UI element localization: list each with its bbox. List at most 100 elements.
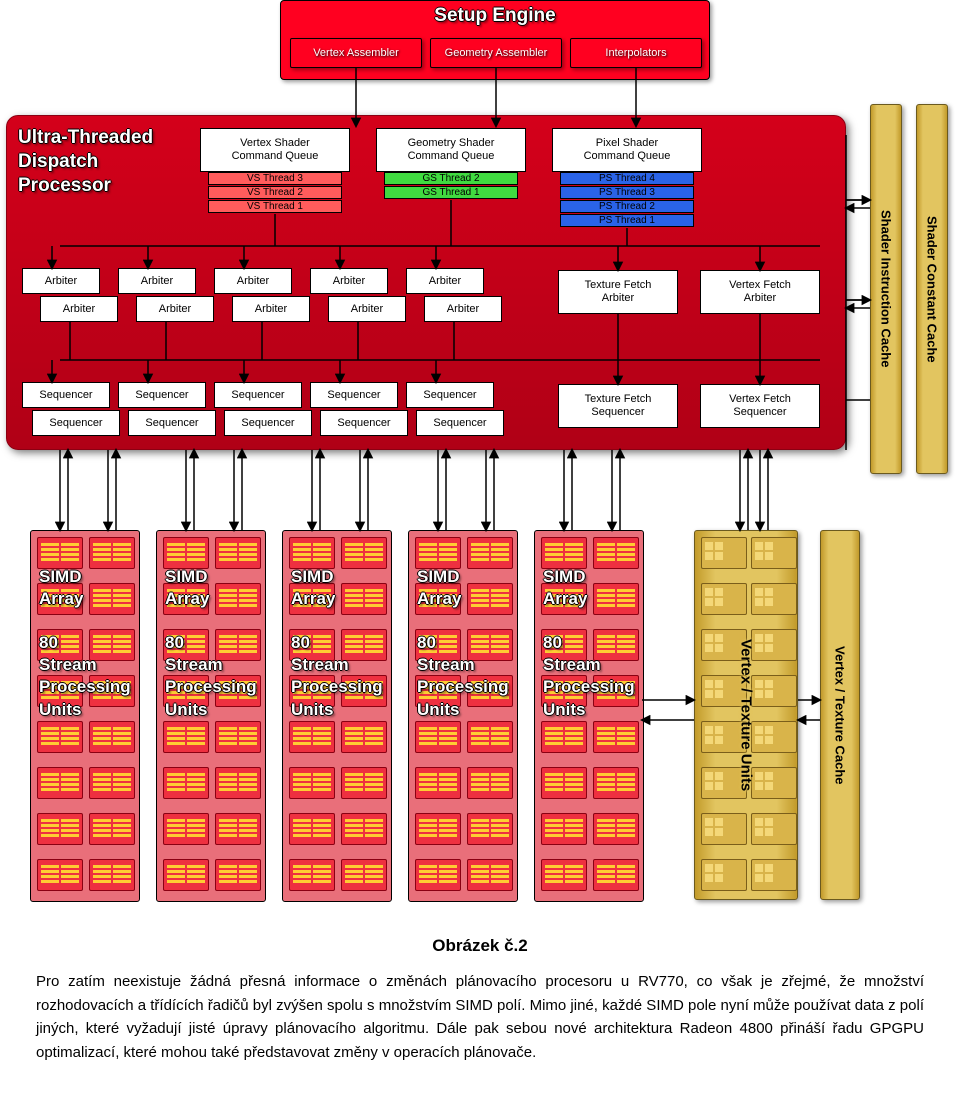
thread-box: PS Thread 2 [560,200,694,213]
simd-array: SIMDArray 80StreamProcessingUnits [408,530,518,902]
figure-caption: Obrázek č.2 [36,936,924,956]
thread-box: GS Thread 2 [384,172,518,185]
command-queue: Geometry Shader Command Queue [376,128,526,172]
simd-chip [341,767,387,799]
simd-chip [341,537,387,569]
vertex-texture-bar: Vertex / Texture Cache [820,530,860,900]
simd-label: SIMDArray 80StreamProcessingUnits [39,566,131,721]
simd-chip [37,721,83,753]
simd-chip [593,859,639,891]
simd-chip [467,767,513,799]
simd-label: SIMDArray 80StreamProcessingUnits [417,566,509,721]
simd-chip [341,859,387,891]
vt-label: Vertex / Texture Units [695,531,797,899]
simd-chip [163,859,209,891]
thread-box: PS Thread 1 [560,214,694,227]
sequencer-box: Sequencer [406,382,494,408]
simd-chip [215,813,261,845]
sequencer-box: Sequencer [128,410,216,436]
simd-chip [467,859,513,891]
simd-chip [37,859,83,891]
simd-chip [415,537,461,569]
fetch-arbiter: Vertex Fetch Arbiter [700,270,820,314]
architecture-diagram: Setup Engine Vertex Assembler Geometry As… [0,0,960,920]
shader-cache-bar: Shader Constant Cache [916,104,948,474]
simd-chip [593,537,639,569]
simd-chip [89,813,135,845]
sequencer-box: Sequencer [320,410,408,436]
thread-box: VS Thread 3 [208,172,342,185]
simd-chip [89,767,135,799]
simd-chip [37,767,83,799]
arbiter-box: Arbiter [136,296,214,322]
shader-cache-bar: Shader Instruction Cache [870,104,902,474]
arbiter-box: Arbiter [214,268,292,294]
simd-chip [289,859,335,891]
simd-chip [215,767,261,799]
sequencer-box: Sequencer [224,410,312,436]
simd-chip [163,537,209,569]
simd-chip [289,537,335,569]
simd-chip [541,859,587,891]
simd-label: SIMDArray 80StreamProcessingUnits [543,566,635,721]
simd-array: SIMDArray 80StreamProcessingUnits [156,530,266,902]
paragraph: Pro zatím neexistuje žádná přesná inform… [36,970,924,1065]
simd-chip [341,721,387,753]
simd-chip [541,537,587,569]
arbiter-box: Arbiter [406,268,484,294]
simd-chip [163,813,209,845]
thread-box: PS Thread 4 [560,172,694,185]
arbiter-box: Arbiter [232,296,310,322]
sequencer-box: Sequencer [214,382,302,408]
setup-engine-title: Setup Engine [434,5,555,27]
thread-box: GS Thread 1 [384,186,518,199]
simd-chip [89,721,135,753]
article-text: Obrázek č.2 Pro zatím neexistuje žádná p… [0,920,960,1093]
arbiter-box: Arbiter [22,268,100,294]
simd-chip [415,767,461,799]
simd-chip [215,537,261,569]
setup-subbox: Vertex Assembler [290,38,422,68]
simd-chip [593,767,639,799]
simd-chip [541,813,587,845]
sequencer-box: Sequencer [310,382,398,408]
arbiter-box: Arbiter [118,268,196,294]
arbiter-box: Arbiter [310,268,388,294]
simd-chip [341,813,387,845]
simd-chip [163,767,209,799]
sequencer-box: Sequencer [32,410,120,436]
thread-box: VS Thread 2 [208,186,342,199]
simd-array: SIMDArray 80StreamProcessingUnits [534,530,644,902]
simd-chip [37,813,83,845]
simd-chip [467,813,513,845]
simd-chip [541,721,587,753]
simd-chip [593,721,639,753]
sequencer-box: Sequencer [118,382,206,408]
simd-chip [415,859,461,891]
arbiter-box: Arbiter [328,296,406,322]
simd-chip [467,537,513,569]
simd-chip [467,721,513,753]
dispatch-title: Ultra-Threaded Dispatch Processor [18,126,153,197]
simd-chip [593,813,639,845]
thread-box: VS Thread 1 [208,200,342,213]
simd-chip [289,767,335,799]
simd-chip [37,537,83,569]
simd-chip [289,813,335,845]
command-queue: Vertex Shader Command Queue [200,128,350,172]
fetch-sequencer: Texture Fetch Sequencer [558,384,678,428]
simd-chip [163,721,209,753]
fetch-sequencer: Vertex Fetch Sequencer [700,384,820,428]
arbiter-box: Arbiter [40,296,118,322]
sequencer-box: Sequencer [416,410,504,436]
setup-subbox: Geometry Assembler [430,38,562,68]
simd-chip [415,721,461,753]
setup-subbox: Interpolators [570,38,702,68]
sequencer-box: Sequencer [22,382,110,408]
simd-label: SIMDArray 80StreamProcessingUnits [291,566,383,721]
simd-chip [541,767,587,799]
simd-array: SIMDArray 80StreamProcessingUnits [282,530,392,902]
simd-chip [215,859,261,891]
simd-array: SIMDArray 80StreamProcessingUnits [30,530,140,902]
simd-chip [215,721,261,753]
